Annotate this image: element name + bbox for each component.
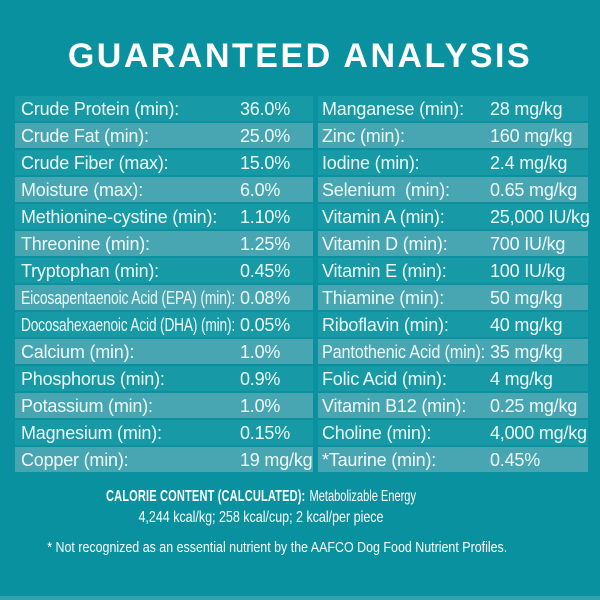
table-row: Vitamin E (min): 100 IU/kg <box>318 258 588 283</box>
nutrient-value: 0.45% <box>240 261 291 281</box>
nutrient-value: 36.0% <box>240 99 291 119</box>
table-row: Selenium (min): 0.65 mg/kg <box>318 177 588 202</box>
table-row: Thiamine (min): 50 mg/kg <box>318 285 588 310</box>
table-row: Choline (min): 4,000 mg/kg <box>318 420 588 445</box>
nutrient-label: Pantothenic Acid (min): <box>322 342 485 362</box>
footnote-text: * Not recognized as an essential nutrien… <box>47 539 508 556</box>
table-row: Moisture (max): 6.0% <box>15 177 313 202</box>
nutrient-label: Phosphorus (min): <box>21 369 165 389</box>
table-row: Zinc (min): 160 mg/kg <box>318 123 588 148</box>
calorie-content-heading: CALORIE CONTENT (CALCULATED): <box>105 488 306 505</box>
nutrient-label: *Taurine (min): <box>322 450 437 470</box>
nutrient-label: Vitamin A (min): <box>322 207 445 227</box>
nutrient-value: 0.65 mg/kg <box>490 180 578 200</box>
nutrient-label: Zinc (min): <box>322 126 405 146</box>
nutrient-value: 0.15% <box>240 423 291 443</box>
nutrient-label: Selenium (min): <box>322 180 450 200</box>
nutrient-value: 50 mg/kg <box>490 288 563 308</box>
nutrient-label: Moisture (max): <box>21 180 144 200</box>
nutrient-label: Crude Protein (min): <box>21 99 180 119</box>
nutrient-label: Thiamine (min): <box>322 288 445 308</box>
table-row: Crude Fat (min): 25.0% <box>15 123 313 148</box>
nutrient-label: Calcium (min): <box>21 342 135 362</box>
nutrient-value: 25.0% <box>240 126 291 146</box>
calorie-values-text: 4,244 kcal/kg; 258 kcal/cup; 2 kcal/per … <box>138 509 384 526</box>
table-row: Manganese (min): 28 mg/kg <box>318 96 588 121</box>
table-row: Pantothenic Acid (min): 35 mg/kg <box>318 339 588 364</box>
nutrient-value: 4,000 mg/kg <box>490 423 587 443</box>
table-row: Iodine (min): 2.4 mg/kg <box>318 150 588 175</box>
nutrient-value: 40 mg/kg <box>490 315 563 335</box>
table-row: Crude Protein (min): 36.0% <box>15 96 313 121</box>
table-row: Tryptophan (min): 0.45% <box>15 258 313 283</box>
calorie-content-suffix: Metabolizable Energy <box>309 488 416 505</box>
nutrient-value: 0.25 mg/kg <box>490 396 578 416</box>
table-row: Docosahexaenoic Acid (DHA) (min): 0.05% <box>15 312 313 337</box>
nutrient-label: Copper (min): <box>21 450 129 470</box>
nutrient-value: 160 mg/kg <box>490 126 573 146</box>
nutrient-label: Potassium (min): <box>21 396 153 416</box>
nutrient-value: 4 mg/kg <box>490 369 553 389</box>
nutrient-value: 0.08% <box>240 288 291 308</box>
table-row: Phosphorus (min): 0.9% <box>15 366 313 391</box>
table-row: Vitamin A (min): 25,000 IU/kg <box>318 204 590 229</box>
nutrient-value: 1.10% <box>240 207 291 227</box>
nutrient-value: 1.0% <box>240 396 281 416</box>
nutrient-value: 25,000 IU/kg <box>490 207 590 227</box>
table-row: Riboflavin (min): 40 mg/kg <box>318 312 588 337</box>
table-row: Methionine-cystine (min): 1.10% <box>15 204 313 229</box>
nutrient-value: 0.05% <box>240 315 291 335</box>
nutrient-label: Folic Acid (min): <box>322 369 447 389</box>
nutrient-value: 19 mg/kg <box>240 450 313 470</box>
nutrient-value: 0.9% <box>240 369 281 389</box>
nutrient-label: Vitamin E (min): <box>322 261 447 281</box>
nutrient-label: Tryptophan (min): <box>21 261 159 281</box>
nutrient-value: 28 mg/kg <box>490 99 563 119</box>
right-column: Manganese (min): 28 mg/kg Zinc (min): 160 m… <box>318 96 590 474</box>
nutrient-label: Riboflavin (min): <box>322 315 449 335</box>
nutrient-label: Manganese (min): <box>322 99 464 119</box>
nutrient-label: Choline (min): <box>322 423 432 443</box>
table-row: *Taurine (min): 0.45% <box>318 447 588 472</box>
nutrient-label: Crude Fat (min): <box>21 126 149 146</box>
nutrient-label: Methionine-cystine (min): <box>21 207 218 227</box>
nutrient-value: 1.0% <box>240 342 281 362</box>
nutrient-value: 0.45% <box>490 450 541 470</box>
nutrient-label: Vitamin D (min): <box>322 234 448 254</box>
table-row: Threonine (min): 1.25% <box>15 231 313 256</box>
nutrient-label: Iodine (min): <box>322 153 420 173</box>
page-title: GUARANTEED ANALYSIS <box>0 36 600 76</box>
nutrient-label: Docosahexaenoic Acid (DHA) (min): <box>21 315 235 335</box>
nutrient-value: 2.4 mg/kg <box>490 153 568 173</box>
table-row: Magnesium (min): 0.15% <box>15 420 313 445</box>
table-row: Potassium (min): 1.0% <box>15 393 313 418</box>
table-row: Copper (min): 19 mg/kg <box>15 447 313 472</box>
calorie-content-block: CALORIE CONTENT (CALCULATED): Metabolizab… <box>0 486 522 557</box>
table-row: Vitamin B12 (min): 0.25 mg/kg <box>318 393 588 418</box>
bottom-edge-highlight <box>0 596 600 600</box>
nutrient-value: 1.25% <box>240 234 291 254</box>
nutrient-label: Threonine (min): <box>21 234 150 254</box>
nutrient-value: 15.0% <box>240 153 291 173</box>
nutrient-value: 100 IU/kg <box>490 261 566 281</box>
nutrient-value: 35 mg/kg <box>490 342 563 362</box>
table-row: Crude Fiber (max): 15.0% <box>15 150 313 175</box>
table-row: Folic Acid (min): 4 mg/kg <box>318 366 588 391</box>
nutrient-value: 700 IU/kg <box>490 234 566 254</box>
calorie-content-line: CALORIE CONTENT (CALCULATED): Metabolizab… <box>0 486 522 507</box>
footnote: * Not recognized as an essential nutrien… <box>0 538 522 557</box>
nutrient-label: Vitamin B12 (min): <box>322 396 467 416</box>
nutrient-label: Magnesium (min): <box>21 423 162 443</box>
nutrient-label: Eicosapentaenoic Acid (EPA) (min): <box>21 288 235 308</box>
page-title-text: GUARANTEED ANALYSIS <box>67 37 533 75</box>
table-row: Eicosapentaenoic Acid (EPA) (min): 0.08% <box>15 285 313 310</box>
left-column: Crude Protein (min): 36.0% Crude Fat (min)… <box>15 96 313 474</box>
table-row: Vitamin D (min): 700 IU/kg <box>318 231 588 256</box>
nutrient-label: Crude Fiber (max): <box>21 153 169 173</box>
nutrient-value: 6.0% <box>240 180 281 200</box>
table-row: Calcium (min): 1.0% <box>15 339 313 364</box>
calorie-values-line: 4,244 kcal/kg; 258 kcal/cup; 2 kcal/per … <box>0 507 522 529</box>
